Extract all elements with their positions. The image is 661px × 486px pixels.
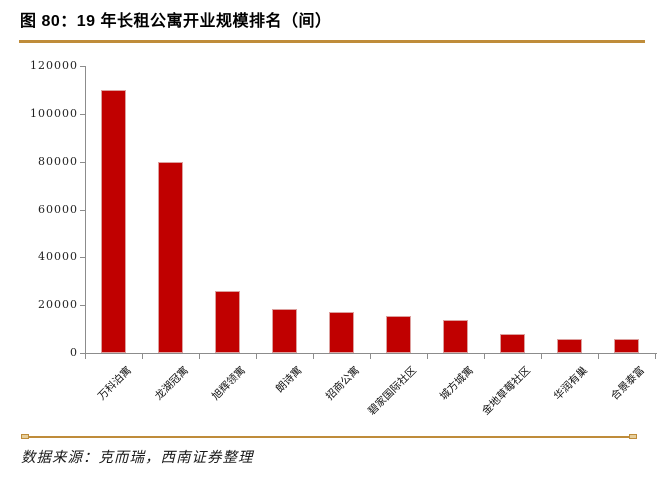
x-axis (85, 353, 657, 354)
bottom-divider (21, 434, 637, 439)
x-category-label: 金地草莓社区 (479, 364, 533, 418)
bar (101, 89, 126, 353)
bar (443, 319, 468, 353)
y-tick-label: 40000 (38, 250, 78, 264)
x-category-label: 城方城寓 (437, 364, 476, 403)
bar (215, 290, 240, 353)
x-tick-mark (199, 354, 200, 359)
x-tick-mark (655, 354, 656, 359)
y-tick-mark (80, 305, 85, 307)
y-tick-mark (80, 161, 85, 163)
x-tick-mark (541, 354, 542, 359)
top-divider (19, 40, 645, 43)
source-note: 数据来源：克而瑞，西南证券整理 (21, 450, 254, 466)
bar (386, 315, 411, 353)
x-tick-mark (484, 354, 485, 359)
bar (158, 161, 183, 353)
bar (329, 312, 354, 353)
figure-title: 图 80：19 年长租公寓开业规模排名（间） (20, 13, 332, 30)
bar (557, 338, 582, 353)
y-tick-label: 120000 (30, 59, 78, 72)
x-category-label: 万科泊寓 (95, 364, 134, 403)
bar (272, 308, 297, 353)
x-tick-mark (598, 354, 599, 359)
y-tick-label: 80000 (38, 154, 78, 168)
y-tick-label: 60000 (38, 202, 78, 216)
x-tick-mark (313, 354, 314, 359)
divider-endcap-left (21, 434, 29, 439)
y-tick-label: 20000 (38, 298, 78, 312)
x-tick-mark (427, 354, 428, 359)
x-tick-mark (370, 354, 371, 359)
x-category-label: 招商公寓 (323, 364, 362, 403)
x-category-label: 华润有巢 (551, 364, 590, 403)
x-category-label: 合景泰富 (608, 364, 647, 403)
y-tick-mark (80, 66, 85, 67)
y-tick-mark (80, 353, 85, 354)
y-axis (85, 66, 86, 353)
x-tick-mark (142, 354, 143, 359)
y-tick-mark (80, 209, 85, 211)
divider-endcap-right (629, 434, 637, 439)
y-tick-mark (80, 113, 85, 115)
x-category-label: 朗诗寓 (273, 364, 305, 396)
y-tick-mark (80, 257, 85, 259)
bar (614, 338, 639, 353)
y-tick-label: 0 (70, 346, 78, 359)
x-tick-mark (85, 354, 86, 359)
x-category-label: 旭辉领寓 (209, 364, 248, 403)
bar (500, 333, 525, 353)
x-category-label: 龙湖冠寓 (152, 364, 191, 403)
y-tick-label: 100000 (30, 106, 78, 120)
x-tick-mark (256, 354, 257, 359)
x-category-label: 碧家国际社区 (365, 364, 419, 418)
